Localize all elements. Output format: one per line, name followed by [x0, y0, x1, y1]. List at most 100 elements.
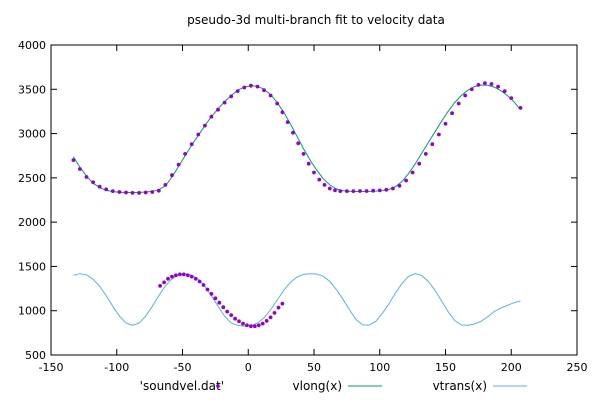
data-point — [262, 88, 266, 93]
data-point — [209, 114, 214, 119]
data-point — [437, 132, 441, 137]
x-tick-label: -100 — [104, 361, 129, 374]
data-point — [371, 188, 376, 193]
data-point — [327, 186, 332, 191]
data-point — [296, 141, 301, 146]
data-point — [158, 284, 163, 288]
data-point — [213, 296, 218, 301]
data-point — [397, 183, 402, 188]
data-point — [275, 101, 280, 106]
data-point — [91, 180, 95, 185]
data-point — [312, 170, 316, 175]
data-point — [229, 313, 234, 317]
data-point — [162, 280, 167, 285]
legend-point-swatch — [216, 384, 220, 388]
data-point — [301, 152, 306, 156]
data-point — [377, 188, 382, 193]
x-tick-label: -50 — [174, 361, 192, 374]
x-tick-label: 50 — [307, 361, 321, 374]
data-point — [502, 89, 507, 93]
data-point — [237, 319, 241, 324]
series-layer — [71, 81, 523, 329]
data-point — [264, 319, 269, 323]
data-point — [181, 272, 186, 277]
x-tick-label: 0 — [245, 361, 252, 374]
plot-border — [50, 44, 578, 356]
data-point — [245, 323, 249, 328]
data-point — [196, 132, 201, 137]
data-point — [217, 300, 222, 305]
data-point — [156, 188, 161, 193]
data-point — [456, 101, 461, 106]
x-tick-label: 150 — [435, 361, 456, 374]
data-point — [255, 84, 260, 89]
data-point — [78, 167, 82, 171]
legend-label: vtrans(x) — [433, 379, 487, 393]
axis-ticks: -150 -100 -50 0 50 100 150 200 250 500 1000 1500 200… — [18, 39, 588, 374]
data-point — [430, 142, 435, 147]
data-point — [280, 301, 285, 306]
data-point — [183, 152, 188, 156]
data-point — [469, 87, 474, 92]
data-point — [417, 161, 422, 166]
data-point — [260, 321, 265, 326]
data-point — [256, 323, 261, 328]
y-tick-label: 2500 — [18, 172, 46, 185]
data-point — [84, 175, 89, 179]
data-point — [137, 191, 142, 195]
data-point — [443, 121, 448, 126]
data-point — [450, 111, 454, 116]
data-point — [225, 309, 230, 314]
data-point — [205, 287, 210, 292]
data-point — [110, 189, 115, 194]
data-point — [322, 183, 327, 187]
data-point — [150, 190, 155, 194]
data-point — [185, 273, 190, 278]
data-point — [345, 189, 349, 194]
data-point — [229, 94, 234, 99]
data-point — [280, 110, 285, 115]
data-point — [306, 161, 311, 166]
data-point — [291, 130, 295, 135]
x-tick-label: 250 — [567, 361, 588, 374]
y-tick-label: 1500 — [18, 260, 46, 273]
data-point — [193, 276, 198, 281]
data-point — [358, 189, 362, 193]
series-line-vlongx — [72, 84, 521, 193]
data-point — [285, 120, 290, 124]
data-point — [317, 177, 322, 182]
data-point — [97, 184, 102, 189]
data-point — [463, 93, 468, 98]
y-tick-label: 500 — [25, 349, 46, 362]
data-point — [209, 292, 214, 296]
data-point — [489, 82, 494, 86]
data-point — [333, 188, 337, 193]
series-line-vtransx — [73, 273, 521, 327]
data-point — [364, 189, 369, 193]
data-point — [174, 273, 178, 278]
data-point — [249, 83, 253, 88]
y-tick-label: 4000 — [18, 39, 46, 52]
data-point — [201, 283, 206, 287]
data-point — [197, 279, 202, 284]
data-point — [221, 305, 226, 310]
data-point — [166, 276, 170, 281]
data-point — [163, 183, 168, 187]
y-tick-label: 3500 — [18, 83, 46, 96]
data-point — [268, 315, 273, 320]
data-point — [170, 173, 174, 178]
y-tick-label: 2000 — [18, 216, 46, 229]
data-point — [176, 162, 181, 167]
y-tick-label: 1000 — [18, 305, 46, 318]
data-point — [276, 305, 281, 310]
x-tick-label: -150 — [39, 361, 64, 374]
data-point — [404, 178, 408, 183]
data-point — [483, 81, 487, 85]
data-point — [384, 187, 389, 192]
data-point — [476, 83, 481, 87]
data-point — [518, 106, 523, 110]
data-point — [249, 324, 253, 329]
data-point — [268, 93, 273, 98]
